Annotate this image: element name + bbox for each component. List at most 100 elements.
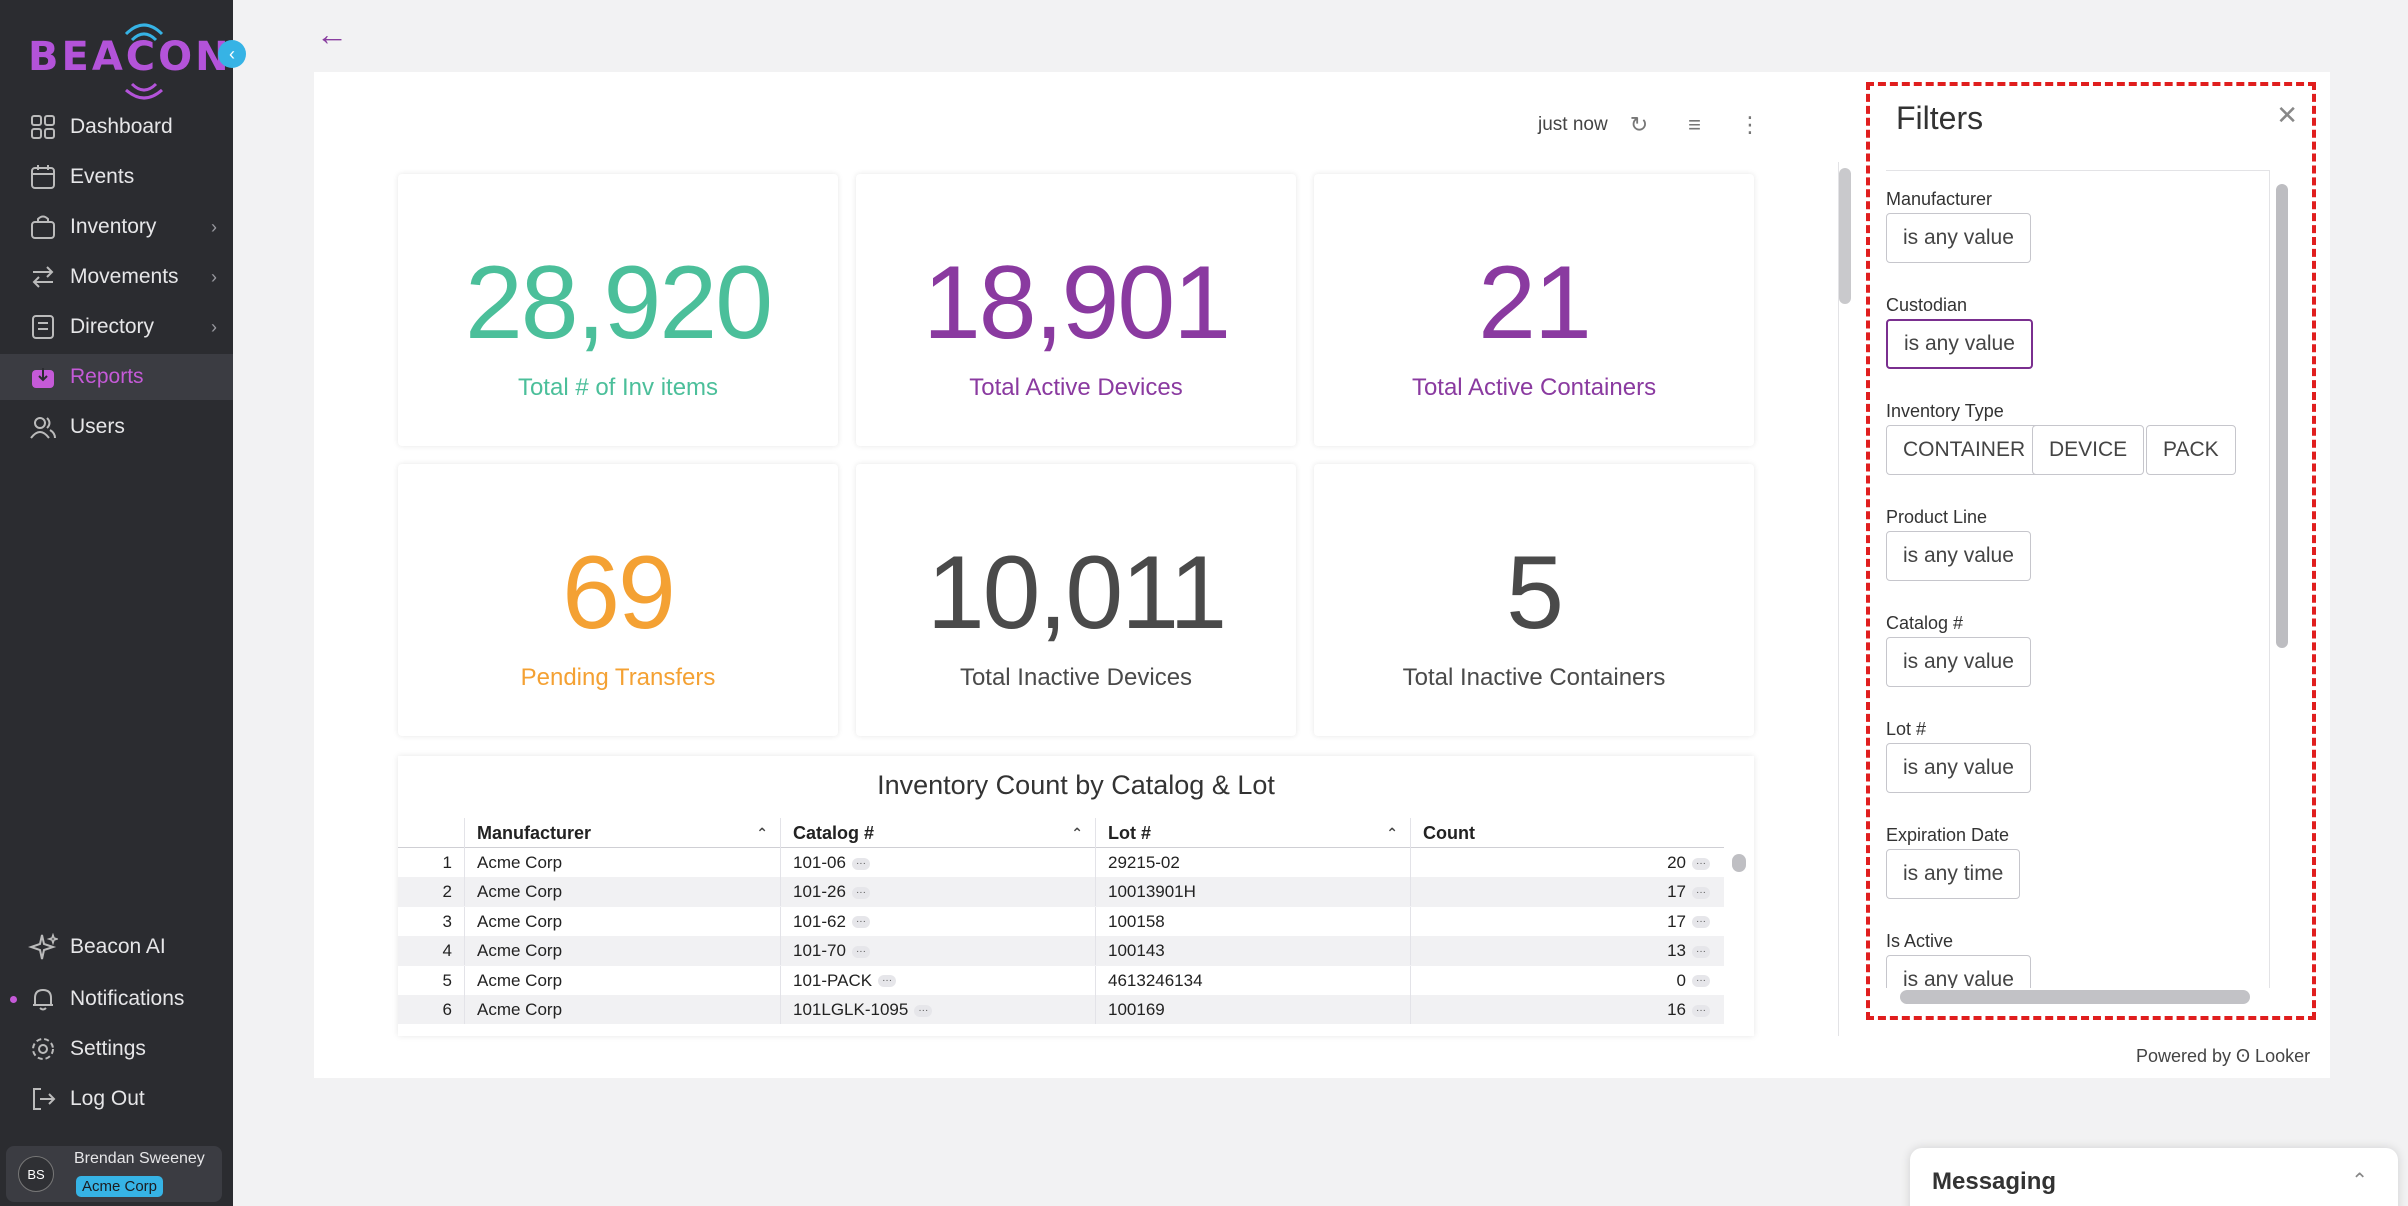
filters-panel: Filters ✕ Manufacturer is any value Cust… [1866,82,2316,1020]
more-icon[interactable]: ··· [851,945,870,958]
filters-horizontal-scrollbar[interactable] [1900,990,2250,1004]
table-row[interactable]: 1 Acme Corp 101-06 ··· 29215-02 20 ··· [398,848,1724,877]
row-index: 6 [442,1000,452,1019]
cell-lot: 29215-02 [1095,848,1410,877]
scrollbar-thumb[interactable] [1732,854,1746,872]
filter-label-lot: Lot # [1886,719,1927,739]
cell-count: 17 ··· [1410,906,1724,936]
close-icon[interactable]: ✕ [2276,100,2298,130]
more-icon[interactable]: ··· [914,1004,933,1017]
filter-product-line[interactable]: is any value [1886,531,2031,581]
filter-custodian[interactable]: is any value [1886,319,2033,369]
sidebar-item-settings[interactable]: Settings [0,1026,233,1072]
sort-asc-icon[interactable]: ⌃ [756,825,768,841]
filters-list: Manufacturer is any value Custodian is a… [1886,170,2270,988]
calendar-icon [28,162,58,192]
filter-chip-container[interactable]: CONTAINER [1886,425,2043,475]
sidebar-item-reports[interactable]: Reports [0,354,233,400]
cell-manufacturer: Acme Corp [464,906,780,936]
more-icon[interactable]: ··· [1692,916,1710,929]
more-icon[interactable]: ··· [851,916,870,929]
row-index: 3 [442,911,452,931]
sparkle-icon [28,932,58,962]
sidebar-item-users[interactable]: Users [0,404,233,450]
sidebar-item-logout[interactable]: Log Out [0,1076,233,1122]
kpi-value: 5 [1506,535,1564,651]
refresh-icon[interactable]: ↻ [1629,112,1649,137]
more-icon[interactable]: ··· [1692,945,1710,958]
kpi-card-pending-transfers: 69 Pending Transfers [398,464,838,736]
filter-catalog[interactable]: is any value [1886,637,2031,687]
grid-icon [28,112,58,142]
kpi-label: Total Active Containers [1411,374,1657,401]
more-icon[interactable]: ··· [851,886,870,899]
table-row[interactable]: 3 Acme Corp 101-62 ··· 100158 17 ··· [398,906,1724,936]
row-index: 1 [442,853,452,872]
filters-title: Filters [1896,100,1984,136]
logout-icon [28,1084,58,1114]
column-header-catalog[interactable]: Catalog # ⌃ [780,818,1095,848]
column-header-count[interactable]: Count [1410,818,1724,848]
filter-chip-device[interactable]: DEVICE [2032,425,2145,475]
cell-count: 17 ··· [1410,877,1724,907]
filter-manufacturer[interactable]: is any value [1886,213,2031,263]
scrollbar-thumb[interactable] [1839,168,1851,304]
filters-scrollbar[interactable] [2276,178,2288,988]
filter-lot[interactable]: is any value [1886,743,2031,793]
more-icon[interactable]: ··· [878,975,897,988]
filter-expiration-date[interactable]: is any time [1886,849,2021,899]
sidebar-item-inventory[interactable]: Inventory › [0,204,233,250]
sidebar-item-directory[interactable]: Directory › [0,304,233,350]
more-icon[interactable]: ··· [1692,975,1710,988]
book-icon [28,312,58,342]
table-scrollbar[interactable] [1730,848,1746,1036]
filter-chip-pack[interactable]: PACK [2146,425,2236,475]
beacon-logo[interactable]: BEACON [28,20,229,100]
kpi-value: 28,920 [464,245,773,361]
dashboard-scrollbar[interactable] [1838,162,1852,1036]
sidebar-item-label: Log Out [70,1087,145,1110]
kpi-value: 10,011 [926,535,1227,651]
messaging-widget[interactable]: Messaging ⌃ [1910,1148,2398,1206]
kpi-value: 21 [1478,245,1592,361]
kpi-label: Pending Transfers [520,664,716,691]
cell-manufacturer: Acme Corp [464,936,780,966]
chevron-right-icon: › [211,266,217,287]
back-arrow-icon[interactable]: ← [316,16,348,52]
more-icon[interactable]: ··· [851,857,870,870]
sidebar-item-dashboard[interactable]: Dashboard [0,104,233,150]
filter-icon[interactable]: ≡ [1688,112,1701,137]
filter-label-inventory-type: Inventory Type [1886,401,2004,421]
column-header-lot[interactable]: Lot # ⌃ [1095,818,1410,848]
user-card[interactable]: BS Brendan Sweeney Acme Corp [6,1146,222,1202]
column-header-manufacturer[interactable]: Manufacturer ⌃ [464,818,780,848]
more-icon[interactable]: ··· [1692,1004,1710,1017]
row-index: 2 [442,882,452,902]
filter-label-product-line: Product Line [1886,507,1988,527]
more-options-icon[interactable]: ⋮ [1738,112,1761,137]
org-badge: Acme Corp [76,1176,164,1197]
sort-asc-icon[interactable]: ⌃ [1386,825,1398,841]
sort-asc-icon[interactable]: ⌃ [1071,825,1083,841]
kpi-label: Total Active Devices [969,374,1183,401]
table-row[interactable]: 5 Acme Corp 101-PACK ··· 4613246134 0 ··· [398,965,1724,995]
filter-label-manufacturer: Manufacturer [1886,189,1993,209]
cell-manufacturer: Acme Corp [464,965,780,995]
collapse-sidebar-button[interactable]: ‹ [218,40,246,68]
cell-catalog: 101-06 ··· [780,848,1095,877]
scrollbar-thumb[interactable] [2276,184,2288,648]
more-icon[interactable]: ··· [1692,886,1710,899]
cell-lot: 100169 [1095,995,1410,1024]
table-row[interactable]: 4 Acme Corp 101-70 ··· 100143 13 ··· [398,936,1724,966]
filter-is-active[interactable]: is any value [1886,955,2031,988]
table-row[interactable]: 6 Acme Corp 101LGLK-1095 ··· 100169 16 ··· [398,995,1724,1025]
sidebar: BEACON ‹ Dashboard Events Inventory › Mo… [0,0,246,1206]
sidebar-item-events[interactable]: Events [0,154,233,200]
sidebar-item-movements[interactable]: Movements › [0,254,233,300]
kpi-card-total-active-containers: 21 Total Active Containers [1314,174,1754,446]
more-icon[interactable]: ··· [1692,857,1710,870]
sidebar-item-notifications[interactable]: Notifications [0,976,233,1022]
chevron-up-icon[interactable]: ⌃ [2351,1170,2368,1192]
table-row[interactable]: 2 Acme Corp 101-26 ··· 10013901H 17 ··· [398,877,1724,907]
sidebar-item-beacon-ai[interactable]: Beacon AI [0,924,233,970]
